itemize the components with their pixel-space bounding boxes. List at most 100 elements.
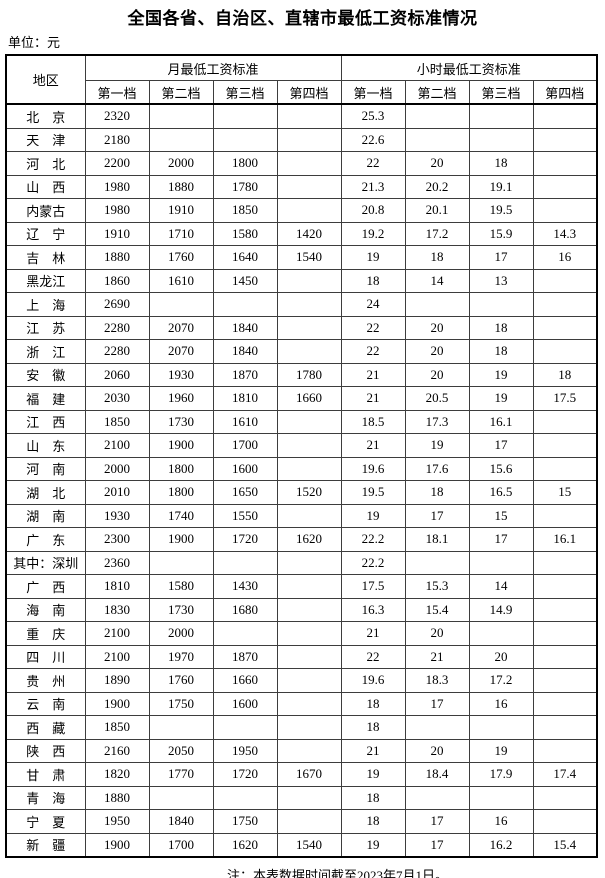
monthly-tier-4-cell (276, 574, 342, 599)
hourly-tier-1-cell: 24 (340, 292, 406, 317)
monthly-tier-2-cell: 1580 (148, 574, 214, 599)
hourly-tier-3-cell: 17 (468, 527, 534, 552)
hourly-tier-2-cell: 20.5 (404, 386, 470, 411)
hourly-tier-4-cell (532, 433, 598, 458)
monthly-tier-3-cell: 1780 (212, 174, 278, 199)
region-cell: 河 北 (5, 151, 86, 176)
hourly-tier-4-cell: 17.5 (532, 386, 598, 411)
hourly-tier-1-cell: 19.6 (340, 668, 406, 693)
table-row: 浙 江 2280 2070 1840 22 20 18 (5, 339, 598, 364)
monthly-tier-2-cell: 1760 (148, 668, 214, 693)
hourly-tier-2-cell: 19 (404, 433, 470, 458)
hourly-tier-2-cell: 20.1 (404, 198, 470, 223)
monthly-tier-4-cell (276, 103, 342, 129)
monthly-tier-3-cell: 1720 (212, 527, 278, 552)
hourly-tier-3-cell: 16.1 (468, 409, 534, 434)
region-cell: 宁 夏 (5, 809, 86, 834)
table-row: 重 庆 2100 2000 21 20 (5, 621, 598, 646)
monthly-tier-3-cell: 1950 (212, 738, 278, 763)
hourly-tier-4-cell: 15.4 (532, 832, 598, 858)
monthly-tier-4-cell (276, 292, 342, 317)
table-row: 湖 北 2010 1800 1650 1520 19.5 18 16.5 15 (5, 480, 598, 505)
monthly-tier-3-cell: 1850 (212, 198, 278, 223)
hourly-tier-4-cell (532, 292, 598, 317)
hourly-tier-3-cell: 14 (468, 574, 534, 599)
column-header-hourly-tier-3: 第三档 (468, 80, 534, 105)
table-header-group-row: 地区 月最低工资标准 小时最低工资标准 (5, 54, 598, 105)
hourly-tier-3-cell (468, 292, 534, 317)
hourly-tier-2-cell: 21 (404, 644, 470, 669)
hourly-tier-1-cell: 18 (340, 691, 406, 716)
table-row: 甘 肃 1820 1770 1720 1670 19 18.4 17.9 17.4 (5, 762, 598, 787)
monthly-tier-2-cell: 2050 (148, 738, 214, 763)
hourly-tier-1-cell: 20.8 (340, 198, 406, 223)
monthly-tier-4-cell (276, 621, 342, 646)
monthly-tier-4-cell (276, 644, 342, 669)
monthly-tier-3-cell: 1610 (212, 409, 278, 434)
monthly-tier-1-cell: 1860 (84, 268, 150, 293)
hourly-tier-1-cell: 18 (340, 715, 406, 740)
hourly-tier-3-cell: 18 (468, 315, 534, 340)
hourly-tier-2-cell (404, 103, 470, 129)
hourly-tier-3-cell: 15.6 (468, 456, 534, 481)
monthly-tier-1-cell: 1930 (84, 503, 150, 528)
hourly-tier-4-cell (532, 174, 598, 199)
monthly-tier-3-cell: 1600 (212, 456, 278, 481)
table-row: 西 藏 1850 18 (5, 715, 598, 740)
hourly-tier-4-cell (532, 644, 598, 669)
hourly-tier-1-cell: 21.3 (340, 174, 406, 199)
hourly-tier-3-cell (468, 715, 534, 740)
table-body: 北 京 2320 25.3 天 津 2180 22.6 河 北 2200 2000 1800 22 2… (5, 103, 598, 858)
monthly-tier-4-cell (276, 809, 342, 834)
monthly-tier-3-cell (212, 785, 278, 810)
hourly-tier-2-cell: 17.6 (404, 456, 470, 481)
monthly-tier-3-cell: 1800 (212, 151, 278, 176)
hourly-tier-3-cell: 15.9 (468, 221, 534, 246)
hourly-tier-1-cell: 21 (340, 738, 406, 763)
region-cell: 湖 北 (5, 480, 86, 505)
monthly-tier-1-cell: 2000 (84, 456, 150, 481)
hourly-tier-2-cell: 20 (404, 339, 470, 364)
monthly-tier-2-cell (148, 550, 214, 575)
monthly-tier-2-cell: 2070 (148, 315, 214, 340)
hourly-tier-1-cell: 21 (340, 362, 406, 387)
monthly-tier-2-cell: 2000 (148, 621, 214, 646)
monthly-tier-1-cell: 1850 (84, 715, 150, 740)
monthly-tier-2-cell (148, 127, 214, 152)
hourly-tier-1-cell: 19 (340, 245, 406, 270)
hourly-tier-4-cell (532, 621, 598, 646)
hourly-tier-1-cell: 22.2 (340, 550, 406, 575)
hourly-tier-3-cell (468, 550, 534, 575)
monthly-tier-1-cell: 2200 (84, 151, 150, 176)
monthly-tier-3-cell (212, 103, 278, 129)
hourly-tier-3-cell: 16 (468, 809, 534, 834)
table-row: 福 建 2030 1960 1810 1660 21 20.5 19 17.5 (5, 386, 598, 411)
column-header-region: 地区 (5, 54, 86, 105)
region-cell: 其中：深圳 (5, 550, 86, 575)
monthly-tier-1-cell: 2300 (84, 527, 150, 552)
monthly-tier-4-cell (276, 715, 342, 740)
monthly-tier-3-cell: 1550 (212, 503, 278, 528)
table-row: 黑龙江 1860 1610 1450 18 14 13 (5, 268, 598, 293)
monthly-tier-4-cell (276, 409, 342, 434)
monthly-tier-2-cell: 1800 (148, 480, 214, 505)
column-header-monthly-tier-3: 第三档 (212, 80, 278, 105)
monthly-tier-2-cell: 1910 (148, 198, 214, 223)
hourly-tier-4-cell (532, 339, 598, 364)
table-row: 江 西 1850 1730 1610 18.5 17.3 16.1 (5, 409, 598, 434)
table-row: 广 西 1810 1580 1430 17.5 15.3 14 (5, 574, 598, 599)
hourly-tier-4-cell: 14.3 (532, 221, 598, 246)
region-cell: 浙 江 (5, 339, 86, 364)
hourly-tier-1-cell: 22 (340, 315, 406, 340)
hourly-tier-1-cell: 19 (340, 503, 406, 528)
monthly-tier-2-cell: 1700 (148, 832, 214, 858)
hourly-tier-1-cell: 22 (340, 644, 406, 669)
monthly-tier-2-cell: 1900 (148, 433, 214, 458)
hourly-tier-3-cell: 19 (468, 386, 534, 411)
monthly-tier-3-cell: 1840 (212, 315, 278, 340)
hourly-tier-3-cell (468, 127, 534, 152)
monthly-tier-2-cell: 1730 (148, 409, 214, 434)
monthly-tier-1-cell: 2180 (84, 127, 150, 152)
monthly-tier-3-cell (212, 715, 278, 740)
